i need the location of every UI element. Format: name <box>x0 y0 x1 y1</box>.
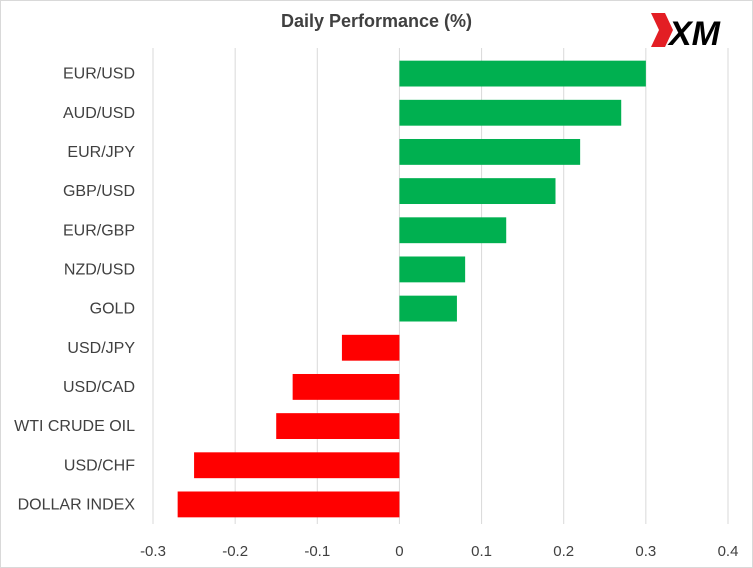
x-tick-label: 0.4 <box>718 543 739 560</box>
x-tick-label: 0.3 <box>635 543 656 560</box>
category-label: EUR/GBP <box>63 222 135 239</box>
x-tick-label: -0.2 <box>222 543 248 560</box>
category-label: AUD/USD <box>63 105 135 122</box>
category-label: USD/CHF <box>64 457 135 474</box>
logo-red-chevron <box>651 13 673 47</box>
category-label: EUR/USD <box>63 66 135 83</box>
chart-title: Daily Performance (%) <box>280 11 473 31</box>
bar <box>292 373 400 400</box>
bar <box>399 60 646 87</box>
bar <box>399 99 622 126</box>
grid-lines <box>152 48 729 524</box>
bar <box>399 178 556 205</box>
x-tick-label: 0.2 <box>553 543 574 560</box>
bar <box>399 295 457 322</box>
category-label: DOLLAR INDEX <box>18 496 136 513</box>
bar <box>341 334 400 361</box>
bar <box>399 256 466 283</box>
bar <box>177 491 400 518</box>
category-label: NZD/USD <box>64 261 135 278</box>
logo-text: XM <box>667 15 721 51</box>
bar <box>399 217 507 244</box>
category-label: GBP/USD <box>63 183 135 200</box>
category-labels: EUR/USD AUD/USD EUR/JPY GBP/USD EUR/GBP NZD/U… <box>14 66 135 514</box>
bar <box>194 452 400 479</box>
bar <box>399 138 581 165</box>
bar <box>276 413 400 440</box>
category-label: USD/CAD <box>63 379 135 396</box>
xm-logo: XM <box>651 13 721 51</box>
bars <box>177 60 646 518</box>
category-label: EUR/JPY <box>67 144 135 161</box>
category-label: USD/JPY <box>67 340 135 357</box>
x-tick-label: 0 <box>395 543 403 560</box>
category-label: WTI CRUDE OIL <box>14 418 135 435</box>
x-tick-label: -0.1 <box>304 543 330 560</box>
x-tick-label: -0.3 <box>140 543 166 560</box>
x-tick-labels: -0.3 -0.2 -0.1 0 0.1 0.2 0.3 0.4 <box>140 543 738 560</box>
x-tick-label: 0.1 <box>471 543 492 560</box>
category-label: GOLD <box>90 301 135 318</box>
